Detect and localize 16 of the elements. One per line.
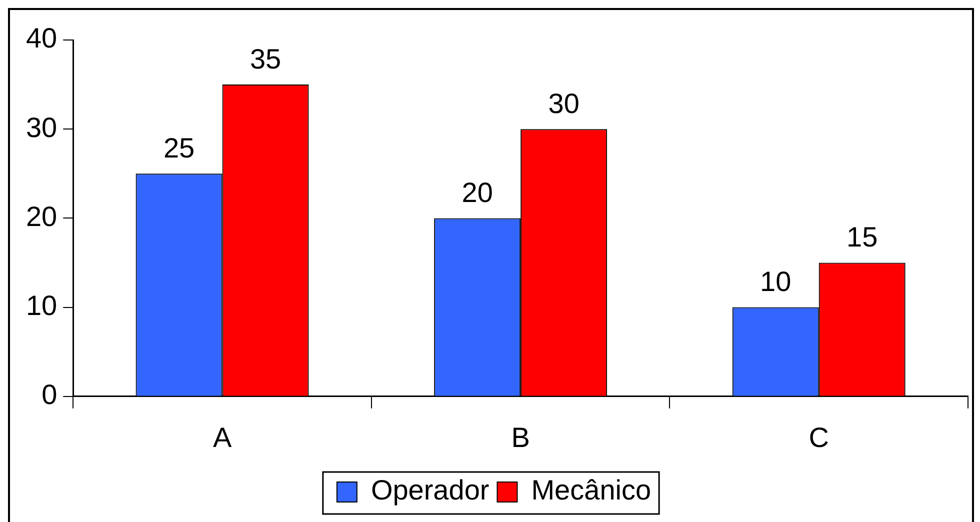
legend-label: Mecânico — [531, 474, 652, 506]
y-tick-label: 30 — [26, 112, 58, 143]
y-tick-label: 20 — [26, 200, 58, 232]
data-label: 10 — [760, 266, 792, 298]
data-label: 20 — [462, 176, 493, 208]
y-tick-label: 0 — [42, 379, 58, 410]
x-tick-label: B — [511, 422, 530, 453]
data-label: 30 — [548, 88, 580, 119]
y-tick-label: 40 — [26, 22, 58, 54]
data-label: 25 — [163, 132, 195, 164]
legend-label: Operador — [370, 474, 490, 506]
data-label: 15 — [846, 221, 878, 252]
x-tick-label: C — [808, 422, 829, 453]
x-tick-label: A — [212, 422, 232, 453]
y-tick-label: 10 — [26, 290, 58, 322]
data-label: 35 — [250, 43, 282, 74]
